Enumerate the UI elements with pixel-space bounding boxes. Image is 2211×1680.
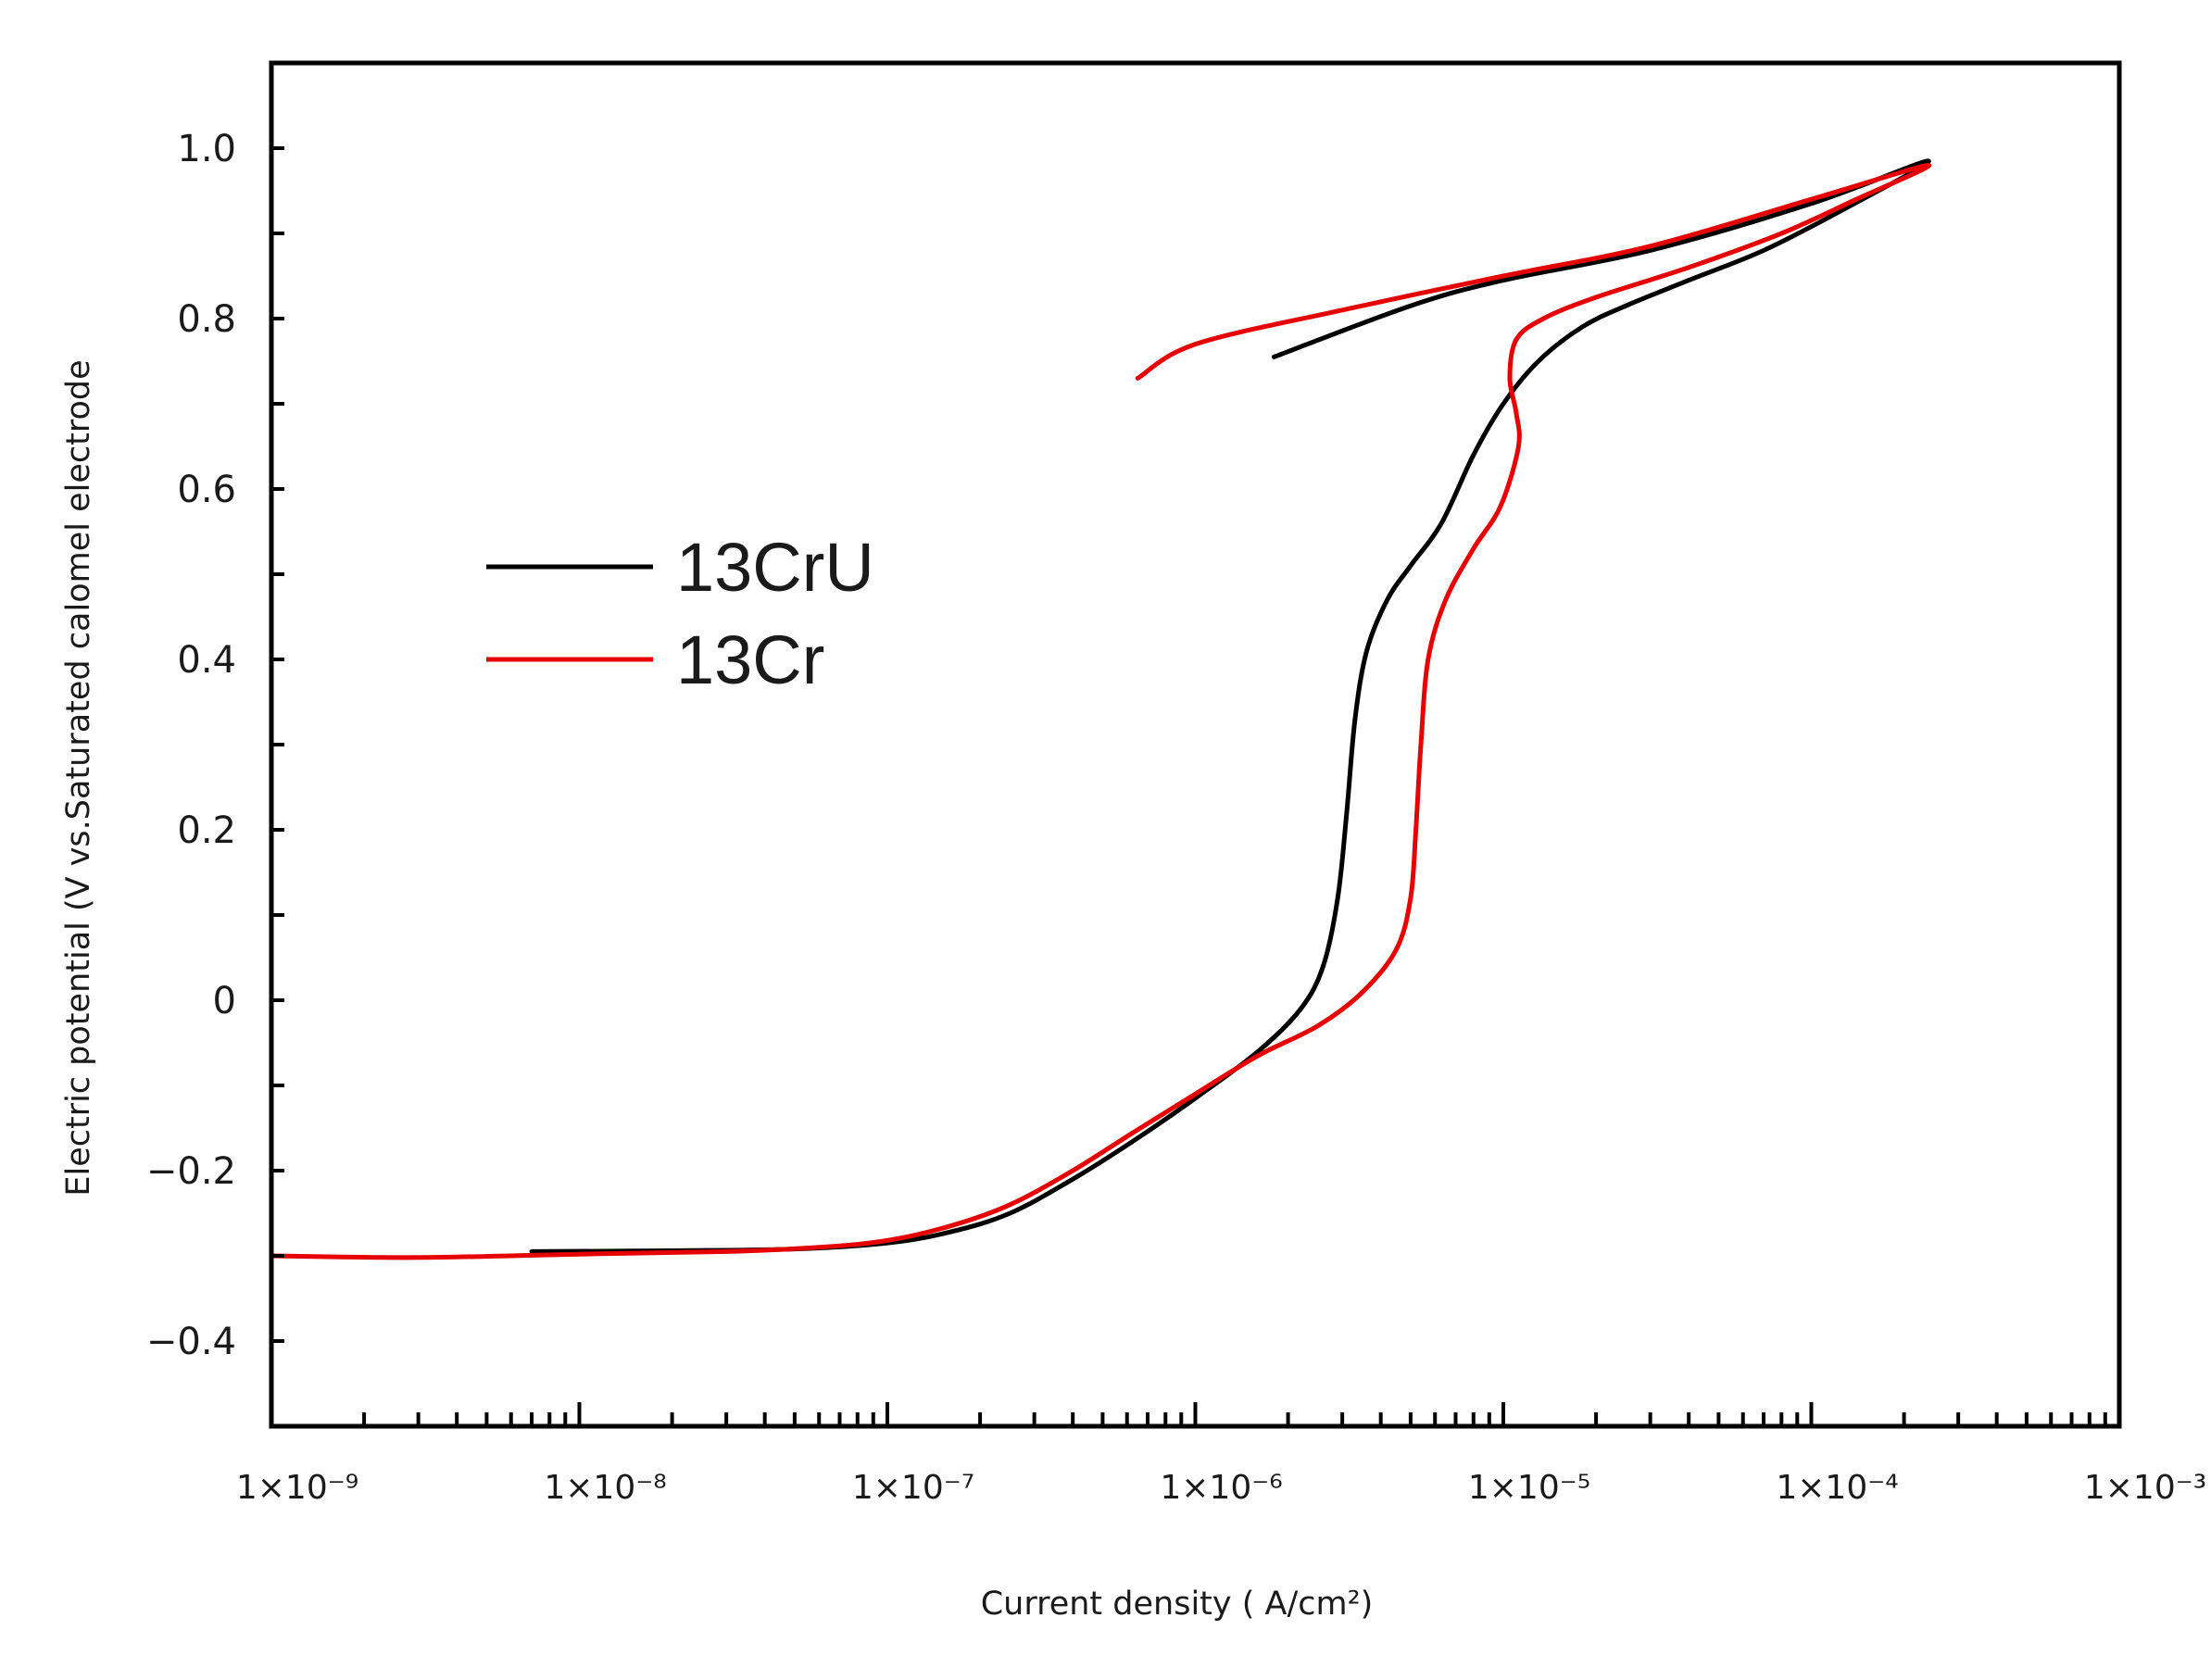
legend: 13CrU 13Cr: [486, 529, 874, 698]
x-tick-label: 1×10⁻⁶: [1160, 1469, 1282, 1507]
x-tick-label: 1×10⁻⁷: [852, 1469, 974, 1507]
y-axis-title: Electric potential (V vs.Saturated calom…: [60, 359, 97, 1196]
series-layer: [269, 158, 1932, 1260]
x-tick-label: 1×10⁻⁹: [236, 1469, 358, 1507]
series-line-13cr: [269, 162, 1932, 1260]
x-tick-label: 1×10⁻⁸: [544, 1469, 666, 1507]
tick-layer: −0.4 −0.2 0 0.2 0.4 0.6 0.8 1.0 1×10⁻⁹ 1×10⁻⁸ 1×10…: [146, 128, 2206, 1507]
legend-label-13cr: 13Cr: [676, 621, 824, 698]
y-tick-label: 0.6: [177, 469, 236, 511]
y-tick-label: −0.2: [146, 1150, 236, 1193]
x-axis-title: Current density ( A/cm²): [981, 1586, 1374, 1623]
y-tick-label: 0: [213, 980, 236, 1022]
y-tick-label: −0.4: [146, 1321, 236, 1363]
legend-label-13cru: 13CrU: [676, 529, 874, 606]
y-tick-label: 0.2: [177, 809, 236, 852]
x-tick-label: 1×10⁻⁴: [1776, 1469, 1898, 1507]
y-tick-label: 1.0: [177, 128, 236, 170]
x-tick-label: 1×10⁻⁵: [1468, 1469, 1590, 1507]
y-tick-label: 0.8: [177, 298, 236, 341]
y-tick-label: 0.4: [177, 639, 236, 682]
x-tick-label: 1×10⁻³: [2084, 1469, 2206, 1507]
